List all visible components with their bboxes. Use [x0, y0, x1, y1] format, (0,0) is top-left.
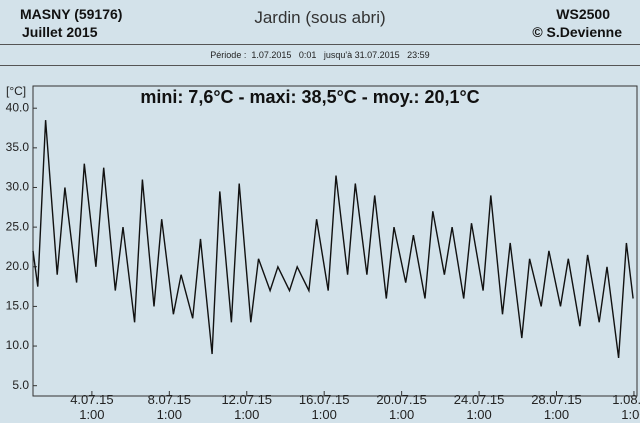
x-tick-label: 4.07.15 1:00 — [70, 392, 114, 422]
period: Période : 1.07.2015 0:01 jusqu'à 31.07.2… — [0, 44, 640, 66]
y-tick-label: 5.0 — [12, 378, 29, 392]
plot-frame — [32, 85, 638, 397]
x-tick-label: 28.07.15 1:00 — [531, 392, 582, 422]
y-tick-label: 10.0 — [6, 338, 30, 352]
location: Jardin (sous abri) — [254, 8, 386, 27]
x-tick-label: 1.08.15 1:00 — [612, 392, 640, 422]
x-tick-label: 20.07.15 1:00 — [376, 392, 427, 422]
y-tick-label: 30.0 — [6, 180, 30, 194]
annotation: mini: 7,6°C - maxi: 38,5°C - moy.: 20,1°… — [140, 87, 479, 107]
month: Juillet 2015 — [22, 24, 98, 40]
x-tick-label: 16.07.15 1:00 — [298, 392, 350, 422]
y-tick-label: 25.0 — [6, 219, 30, 233]
x-tick-label: 8.07.15 1:00 — [147, 392, 191, 422]
x-tick-label: 12.07.15 1:00 — [221, 392, 273, 422]
y-tick-label: 35.0 — [6, 140, 30, 154]
y-tick-label: 20.0 — [6, 259, 30, 273]
y-tick-label: 40.0 — [6, 100, 30, 114]
station: MASNY (59176) — [20, 6, 123, 22]
y-tick-label: 15.0 — [6, 299, 30, 313]
device: WS2500 — [556, 6, 610, 22]
temperature-line — [32, 120, 634, 358]
x-tick-label: 24.07.15 1:00 — [453, 392, 505, 422]
author: © S.Devienne — [532, 24, 622, 40]
y-label: [°C] — [6, 84, 26, 98]
